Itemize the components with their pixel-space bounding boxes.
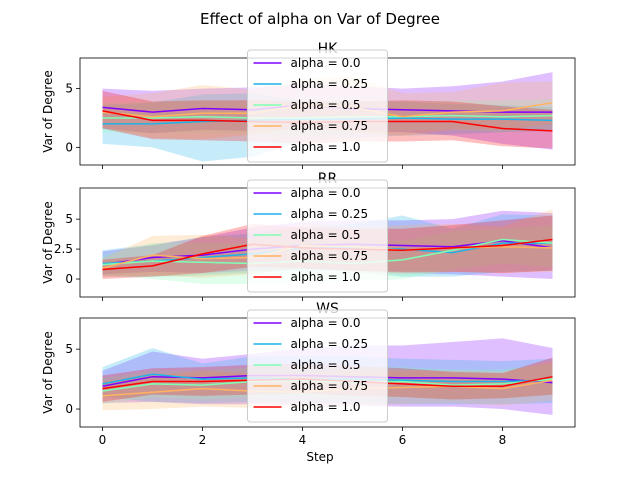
legend-label: alpha = 0.0: [291, 186, 361, 200]
legend-label: alpha = 0.0: [291, 316, 361, 330]
x-tick-label: 4: [299, 433, 307, 447]
legend-label: alpha = 0.25: [291, 337, 369, 351]
legend: alpha = 0.0 alpha = 0.25 alpha = 0.5 alpha …: [247, 309, 388, 423]
y-tick-label: 0: [65, 402, 73, 416]
x-tick-label: 6: [399, 433, 407, 447]
legend-box: [247, 49, 388, 163]
y-tick-label: 0: [65, 272, 73, 286]
legend-label: alpha = 1.0: [291, 400, 361, 414]
legend-label: alpha = 1.0: [291, 140, 361, 154]
legend-label: alpha = 0.75: [291, 119, 369, 133]
legend-box: [247, 179, 388, 293]
y-axis-label: Var of Degree: [41, 201, 55, 283]
y-axis-label: Var of Degree: [41, 70, 55, 152]
legend-label: alpha = 0.75: [291, 379, 369, 393]
y-tick-label: 2.5: [54, 242, 73, 256]
legend-box: [247, 309, 388, 423]
legend-label: alpha = 0.25: [291, 77, 369, 91]
y-tick-label: 5: [65, 342, 73, 356]
y-tick-label: 5: [65, 82, 73, 96]
legend-label: alpha = 0.5: [291, 228, 361, 242]
x-tick-label: 0: [99, 433, 107, 447]
y-tick-label: 0: [65, 140, 73, 154]
x-tick-label: 8: [499, 433, 507, 447]
y-tick-label: 5: [65, 212, 73, 226]
legend-label: alpha = 1.0: [291, 270, 361, 284]
legend-label: alpha = 0.25: [291, 207, 369, 221]
x-tick-label: 2: [199, 433, 207, 447]
figure-suptitle: Effect of alpha on Var of Degree: [200, 10, 440, 28]
legend: alpha = 0.0 alpha = 0.25 alpha = 0.5 alpha …: [247, 179, 388, 293]
shared-xlabel: Step: [306, 450, 333, 464]
legend-label: alpha = 0.75: [291, 249, 369, 263]
legend-label: alpha = 0.0: [291, 56, 361, 70]
legend-label: alpha = 0.5: [291, 98, 361, 112]
legend: alpha = 0.0 alpha = 0.25 alpha = 0.5 alpha …: [247, 49, 388, 163]
y-axis-label: Var of Degree: [41, 331, 55, 413]
legend-label: alpha = 0.5: [291, 358, 361, 372]
